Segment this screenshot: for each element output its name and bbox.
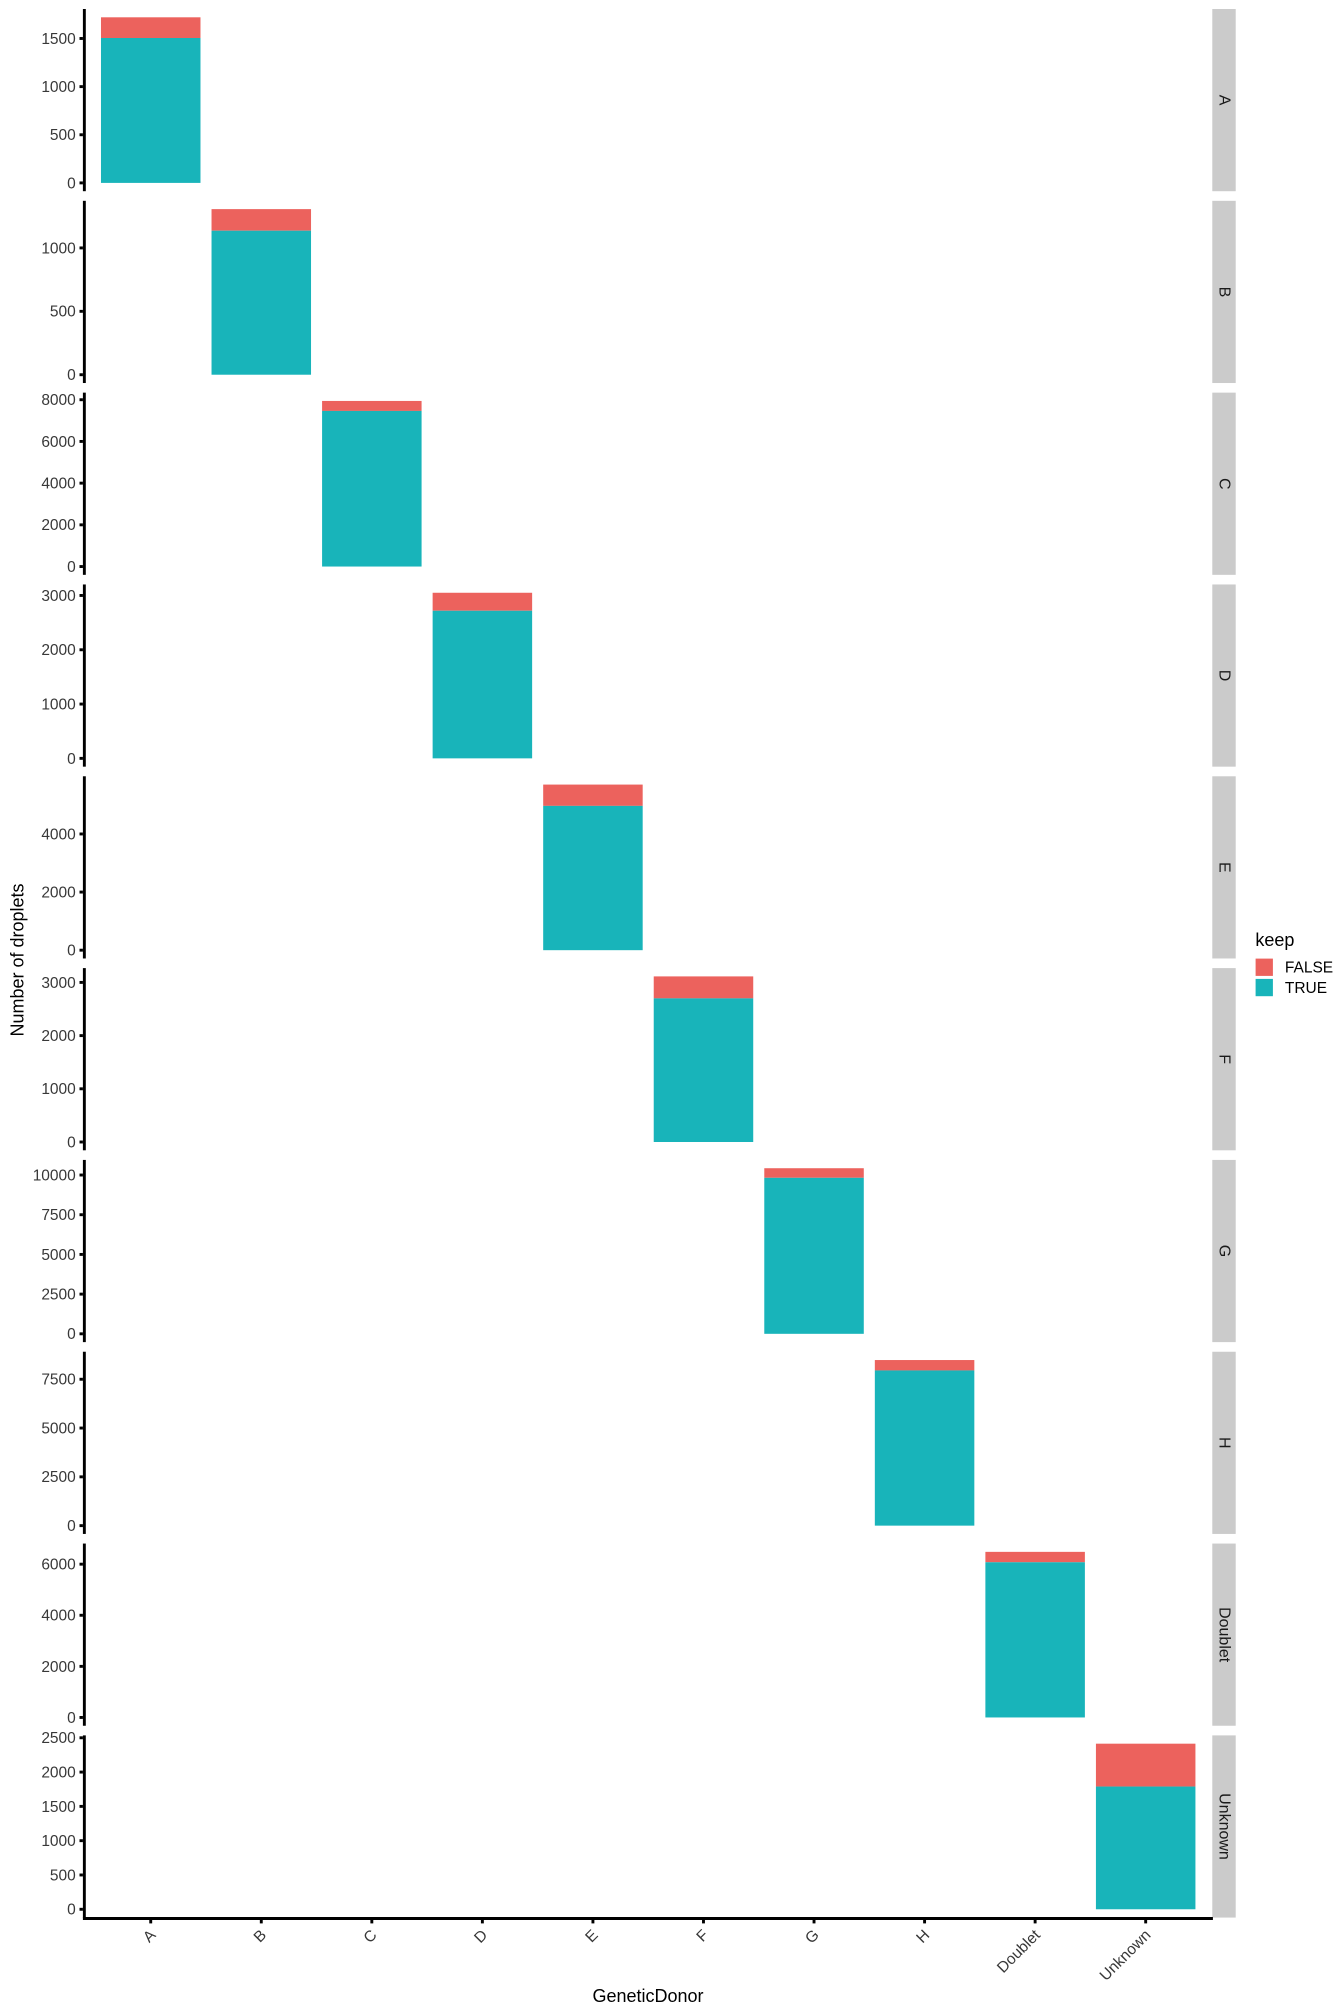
- svg-text:7500: 7500: [41, 1372, 76, 1389]
- svg-text:0: 0: [67, 1902, 76, 1919]
- svg-text:GeneticDonor: GeneticDonor: [592, 1986, 703, 2006]
- svg-text:Doublet: Doublet: [1216, 1607, 1233, 1663]
- svg-text:0: 0: [67, 1518, 76, 1535]
- svg-text:5000: 5000: [41, 1420, 76, 1437]
- svg-text:0: 0: [67, 1710, 76, 1727]
- svg-text:0: 0: [67, 367, 76, 384]
- svg-text:3000: 3000: [41, 588, 76, 605]
- svg-text:500: 500: [50, 1867, 76, 1884]
- svg-text:4000: 4000: [41, 476, 76, 493]
- svg-text:2000: 2000: [41, 1659, 76, 1676]
- svg-text:keep: keep: [1255, 930, 1294, 950]
- svg-text:1500: 1500: [41, 31, 76, 48]
- svg-text:500: 500: [50, 304, 76, 321]
- svg-text:4000: 4000: [41, 826, 76, 843]
- svg-text:7500: 7500: [41, 1207, 76, 1224]
- svg-text:2500: 2500: [41, 1469, 76, 1486]
- svg-text:0: 0: [67, 943, 76, 960]
- svg-text:FALSE: FALSE: [1285, 960, 1333, 977]
- svg-text:E: E: [1216, 862, 1233, 873]
- svg-text:2000: 2000: [41, 1764, 76, 1781]
- svg-text:2000: 2000: [41, 884, 76, 901]
- svg-text:0: 0: [67, 1326, 76, 1343]
- svg-text:2500: 2500: [41, 1730, 76, 1747]
- svg-text:B: B: [1216, 287, 1233, 298]
- svg-text:F: F: [1216, 1054, 1233, 1064]
- svg-text:A: A: [1216, 95, 1233, 106]
- svg-text:6000: 6000: [41, 434, 76, 451]
- svg-text:0: 0: [67, 751, 76, 768]
- svg-text:D: D: [1216, 670, 1233, 682]
- svg-text:2000: 2000: [41, 642, 76, 659]
- svg-text:2000: 2000: [41, 517, 76, 534]
- svg-text:1000: 1000: [41, 696, 76, 713]
- svg-text:3000: 3000: [41, 975, 76, 992]
- svg-text:Unknown: Unknown: [1216, 1793, 1233, 1860]
- svg-text:G: G: [1216, 1245, 1233, 1257]
- svg-text:0: 0: [67, 175, 76, 192]
- svg-text:1000: 1000: [41, 79, 76, 96]
- svg-text:0: 0: [67, 1134, 76, 1151]
- svg-text:6000: 6000: [41, 1557, 76, 1574]
- svg-text:H: H: [1216, 1437, 1233, 1449]
- svg-text:1000: 1000: [41, 1833, 76, 1850]
- svg-text:5000: 5000: [41, 1247, 76, 1264]
- svg-text:1000: 1000: [41, 240, 76, 257]
- svg-text:500: 500: [50, 127, 76, 144]
- svg-text:0: 0: [67, 559, 76, 576]
- svg-text:4000: 4000: [41, 1608, 76, 1625]
- svg-text:1000: 1000: [41, 1081, 76, 1098]
- svg-text:Number of droplets: Number of droplets: [8, 883, 28, 1036]
- svg-text:1500: 1500: [41, 1799, 76, 1816]
- svg-text:8000: 8000: [41, 392, 76, 409]
- svg-text:2500: 2500: [41, 1287, 76, 1304]
- svg-text:C: C: [1216, 478, 1233, 490]
- svg-text:10000: 10000: [33, 1167, 76, 1184]
- svg-text:TRUE: TRUE: [1285, 980, 1327, 997]
- svg-text:2000: 2000: [41, 1028, 76, 1045]
